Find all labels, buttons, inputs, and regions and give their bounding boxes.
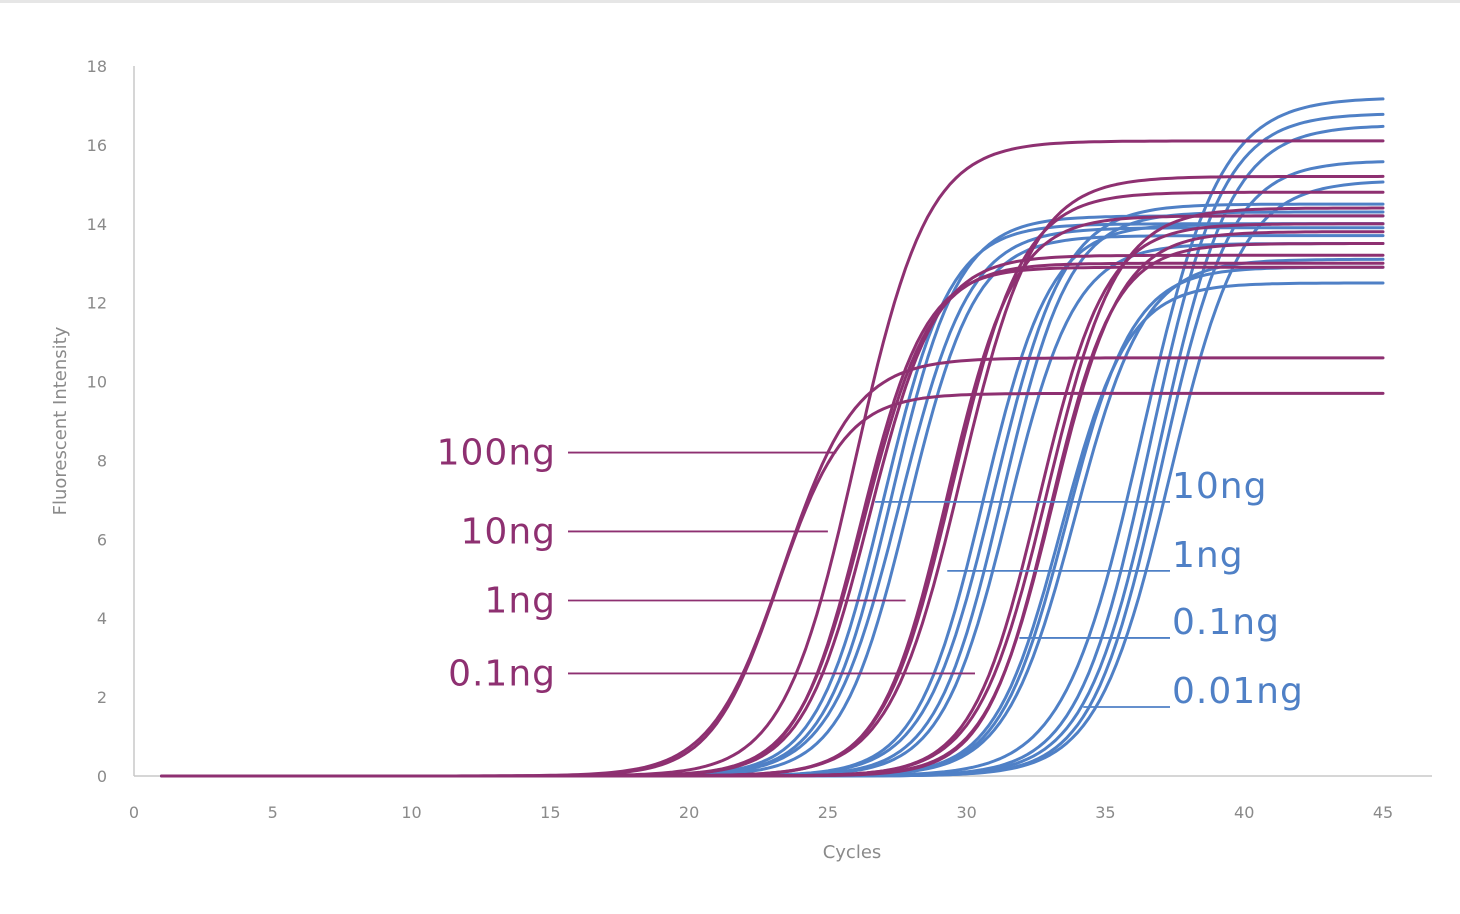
x-tick-label: 45: [1373, 803, 1393, 822]
x-tick-label: 25: [818, 803, 838, 822]
x-tick-label: 30: [956, 803, 976, 822]
x-tick-label: 40: [1234, 803, 1254, 822]
x-tick-label: 35: [1095, 803, 1115, 822]
blue-concentration-label: 0.01ng: [1172, 671, 1304, 712]
magenta-concentration-label: 1ng: [484, 580, 556, 621]
y-tick-label: 4: [97, 609, 107, 628]
magenta-amplification-curve: [160, 242, 1385, 778]
magenta-concentration-label: 0.1ng: [448, 653, 556, 694]
x-tick-label: 20: [679, 803, 699, 822]
y-tick-label: 14: [87, 215, 107, 234]
top-border: [0, 0, 1460, 3]
y-tick-label: 8: [97, 451, 107, 470]
blue-concentration-label: 0.1ng: [1172, 602, 1280, 643]
x-tick-label: 5: [268, 803, 278, 822]
y-tick-label: 18: [87, 57, 107, 76]
y-tick-label: 2: [97, 688, 107, 707]
y-tick-labels: 0 2 4 6 8 10 12 14 16 18: [87, 57, 107, 786]
y-tick-label: 0: [97, 767, 107, 786]
series-layer: [160, 97, 1385, 778]
y-tick-label: 16: [87, 136, 107, 155]
blue-concentration-label: 1ng: [1172, 535, 1244, 576]
x-axis-title: Cycles: [823, 842, 882, 863]
x-tick-label: 15: [540, 803, 560, 822]
y-tick-label: 10: [87, 373, 107, 392]
y-tick-label: 6: [97, 530, 107, 549]
x-tick-labels: 0 5 10 15 20 25 30 35 40 45: [129, 803, 1393, 822]
x-tick-label: 0: [129, 803, 139, 822]
x-tick-label: 10: [401, 803, 421, 822]
magenta-concentration-label: 100ng: [437, 433, 556, 474]
annotation-layer: 100ng 10ng 1ng 0.1ng 10ng 1ng 0.1ng 0.01ng: [437, 433, 1304, 712]
magenta-concentration-label: 10ng: [461, 511, 556, 552]
y-tick-label: 12: [87, 294, 107, 313]
axes: [133, 66, 1432, 777]
y-axis-title: Fluorescent Intensity: [50, 326, 71, 515]
blue-concentration-label: 10ng: [1172, 466, 1267, 507]
